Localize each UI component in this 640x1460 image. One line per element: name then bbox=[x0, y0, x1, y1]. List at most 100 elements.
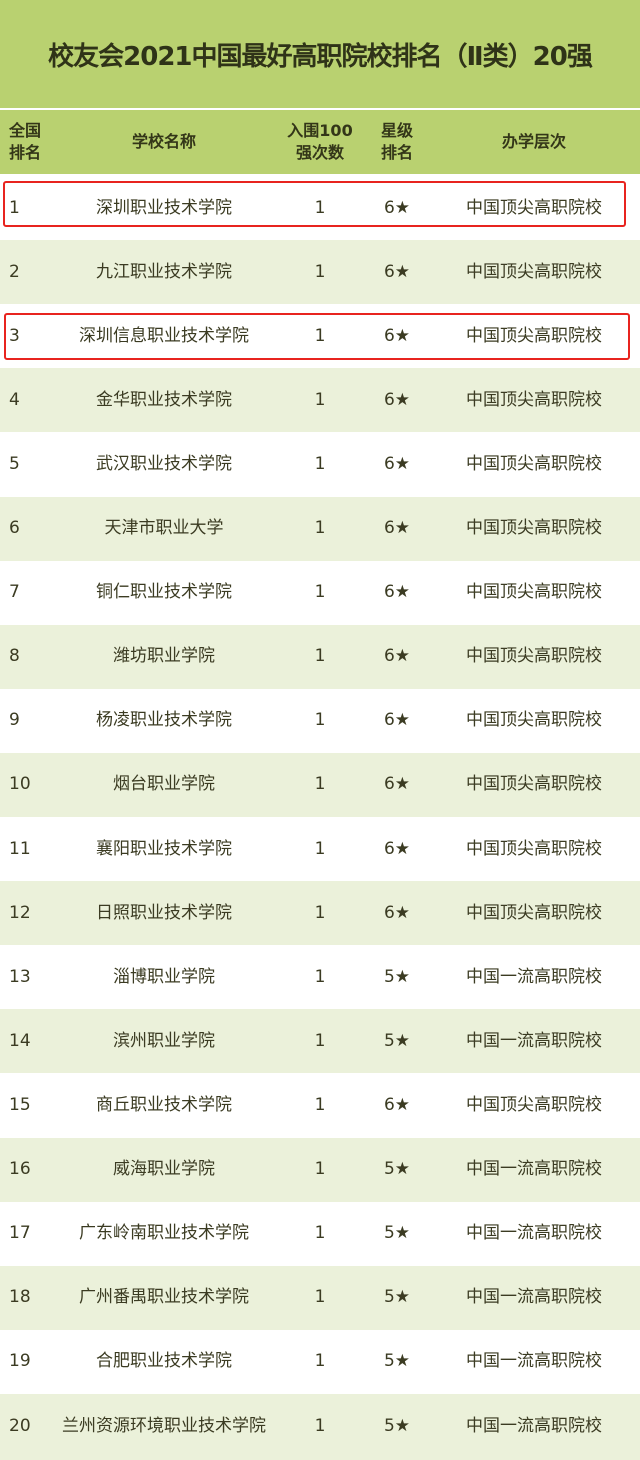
level-cell: 中国一流高职院校 bbox=[466, 1223, 602, 1244]
level-cell: 中国一流高职院校 bbox=[466, 1351, 602, 1372]
rank-cell: 15 bbox=[9, 1094, 31, 1115]
level-cell: 中国顶尖高职院校 bbox=[466, 582, 602, 603]
rank-cell: 10 bbox=[9, 774, 31, 795]
table-row: 15 商丘职业技术学院 1 6★ 中国顶尖高职院校 bbox=[0, 1073, 640, 1137]
level-cell: 中国顶尖高职院校 bbox=[466, 261, 602, 282]
count-cell: 1 bbox=[314, 1094, 326, 1115]
level-cell: 中国顶尖高职院校 bbox=[466, 325, 602, 346]
school-name-cell: 日照职业技术学院 bbox=[96, 902, 232, 923]
star-rating-cell: 6★ bbox=[383, 710, 411, 731]
star-rating-cell: 6★ bbox=[383, 774, 411, 795]
school-name-cell: 威海职业学院 bbox=[113, 1159, 215, 1180]
count-cell: 1 bbox=[314, 1351, 326, 1372]
school-name-cell: 合肥职业技术学院 bbox=[96, 1351, 232, 1372]
rank-cell: 17 bbox=[9, 1223, 31, 1244]
count-cell: 1 bbox=[314, 582, 326, 603]
rank-cell: 12 bbox=[9, 902, 31, 923]
table-row: 9 杨凌职业技术学院 1 6★ 中国顶尖高职院校 bbox=[0, 689, 640, 753]
school-name-cell: 潍坊职业学院 bbox=[113, 646, 215, 667]
header-name: 学校名称 bbox=[131, 132, 196, 152]
table-row: 16 威海职业学院 1 5★ 中国一流高职院校 bbox=[0, 1137, 640, 1202]
level-cell: 中国顶尖高职院校 bbox=[466, 389, 602, 410]
school-name-cell: 杨凌职业技术学院 bbox=[96, 710, 232, 731]
table-row: 10 烟台职业学院 1 6★ 中国顶尖高职院校 bbox=[0, 752, 640, 817]
header-rank: 全国 排名 bbox=[0, 110, 54, 174]
star-rating-cell: 5★ bbox=[383, 1030, 411, 1051]
school-name-cell: 九江职业技术学院 bbox=[96, 261, 232, 282]
count-cell: 1 bbox=[314, 1159, 326, 1180]
table-row: 6 天津市职业大学 1 6★ 中国顶尖高职院校 bbox=[0, 496, 640, 561]
rank-cell: 20 bbox=[9, 1416, 31, 1437]
school-name-cell: 武汉职业技术学院 bbox=[96, 453, 232, 474]
table-row: 17 广东岭南职业技术学院 1 5★ 中国一流高职院校 bbox=[0, 1202, 640, 1266]
header-count-line1: 入围100 bbox=[287, 121, 353, 141]
star-rating-cell: 6★ bbox=[383, 646, 411, 667]
star-rating-cell: 6★ bbox=[383, 838, 411, 859]
level-cell: 中国一流高职院校 bbox=[466, 1159, 602, 1180]
level-cell: 中国一流高职院校 bbox=[466, 1287, 602, 1308]
count-cell: 1 bbox=[314, 838, 326, 859]
table-row: 8 潍坊职业学院 1 6★ 中国顶尖高职院校 bbox=[0, 624, 640, 689]
count-cell: 1 bbox=[314, 646, 326, 667]
rank-cell: 16 bbox=[9, 1159, 31, 1180]
level-cell: 中国一流高职院校 bbox=[466, 966, 602, 987]
rank-cell: 14 bbox=[9, 1030, 31, 1051]
rank-cell: 8 bbox=[9, 646, 20, 667]
level-cell: 中国顶尖高职院校 bbox=[466, 774, 602, 795]
count-cell: 1 bbox=[314, 1030, 326, 1051]
count-cell: 1 bbox=[314, 453, 326, 474]
count-cell: 1 bbox=[314, 902, 326, 923]
star-rating-cell: 6★ bbox=[383, 389, 411, 410]
school-name-cell: 广东岭南职业技术学院 bbox=[79, 1223, 249, 1244]
header-count: 入围100 强次数 bbox=[274, 110, 366, 174]
school-name-cell: 兰州资源环境职业技术学院 bbox=[62, 1416, 266, 1437]
school-name-cell: 铜仁职业技术学院 bbox=[96, 582, 232, 603]
header-rank-line2: 排名 bbox=[9, 143, 42, 162]
star-rating-cell: 5★ bbox=[383, 1159, 411, 1180]
count-cell: 1 bbox=[314, 774, 326, 795]
table-row: 14 滨州职业学院 1 5★ 中国一流高职院校 bbox=[0, 1009, 640, 1074]
school-name-cell: 襄阳职业技术学院 bbox=[96, 838, 232, 859]
level-cell: 中国顶尖高职院校 bbox=[466, 518, 602, 539]
star-rating-cell: 5★ bbox=[383, 1351, 411, 1372]
rank-cell: 1 bbox=[9, 197, 20, 218]
rank-cell: 3 bbox=[9, 325, 20, 346]
header-star: 星级 排名 bbox=[366, 110, 428, 174]
count-cell: 1 bbox=[314, 325, 326, 346]
table-header: 全国排名 学校名称 入围100 强次数 星级排名 办学层次 bbox=[0, 110, 640, 174]
header-star-line2: 排名 bbox=[380, 143, 413, 162]
rank-cell: 13 bbox=[9, 966, 31, 987]
page-title: 校友会2021中国最好高职院校排名（Ⅱ类）20强 bbox=[0, 0, 640, 108]
count-cell: 1 bbox=[314, 1287, 326, 1308]
table-row: 1 深圳职业技术学院 1 6★ 中国顶尖高职院校 bbox=[0, 176, 640, 240]
rank-cell: 6 bbox=[9, 518, 20, 539]
count-cell: 1 bbox=[314, 1223, 326, 1244]
highlight-box-rank-1 bbox=[3, 181, 626, 227]
header-star-line1: 星级 bbox=[380, 121, 413, 141]
star-rating-cell: 6★ bbox=[383, 518, 411, 539]
school-name-cell: 深圳职业技术学院 bbox=[96, 197, 232, 218]
table-row: 4 金华职业技术学院 1 6★ 中国顶尖高职院校 bbox=[0, 368, 640, 433]
header-rank-line1: 全国 bbox=[9, 121, 42, 141]
star-rating-cell: 5★ bbox=[383, 1416, 411, 1437]
rank-cell: 7 bbox=[9, 582, 20, 603]
school-name-cell: 商丘职业技术学院 bbox=[96, 1094, 232, 1115]
table-row: 3 深圳信息职业技术学院 1 6★ 中国顶尖高职院校 bbox=[0, 304, 640, 368]
count-cell: 1 bbox=[314, 1416, 326, 1437]
rank-cell: 19 bbox=[9, 1351, 31, 1372]
level-cell: 中国顶尖高职院校 bbox=[466, 838, 602, 859]
star-rating-cell: 6★ bbox=[383, 261, 411, 282]
count-cell: 1 bbox=[314, 518, 326, 539]
header-count-line2: 强次数 bbox=[295, 143, 344, 162]
header-level: 办学层次 bbox=[501, 132, 566, 152]
star-rating-cell: 6★ bbox=[383, 902, 411, 923]
school-name-cell: 天津市职业大学 bbox=[104, 518, 224, 539]
level-cell: 中国一流高职院校 bbox=[466, 1030, 602, 1051]
rank-cell: 11 bbox=[9, 838, 31, 859]
count-cell: 1 bbox=[314, 389, 326, 410]
star-rating-cell: 6★ bbox=[383, 582, 411, 603]
school-name-cell: 滨州职业学院 bbox=[113, 1030, 215, 1051]
rank-cell: 9 bbox=[9, 710, 20, 731]
rank-cell: 5 bbox=[9, 453, 20, 474]
level-cell: 中国一流高职院校 bbox=[466, 1416, 602, 1437]
